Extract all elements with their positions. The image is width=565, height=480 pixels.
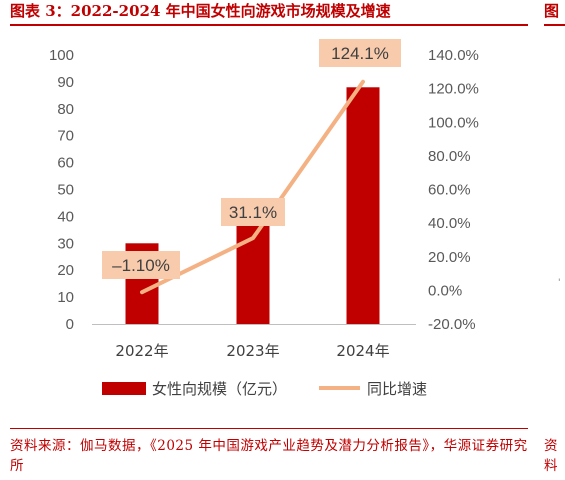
left-axis-tick-label: 80 — [57, 101, 74, 118]
legend-bar-swatch — [102, 382, 146, 395]
source-note: 资料来源：伽马数据，《2025 年中国游戏产业趋势及潜力分析报告》，华源证券研究… — [10, 438, 528, 474]
left-axis-tick-label: 30 — [57, 235, 74, 252]
next-figure-title-fragment: 图 — [544, 2, 560, 20]
left-axis-tick-label: 90 — [57, 74, 74, 91]
right-axis-tick-label: 0.0% — [428, 282, 462, 299]
left-axis-tick-label: 20 — [57, 262, 74, 279]
x-axis-tick-label: 2023年 — [226, 342, 279, 360]
right-axis-tick-label: 60.0% — [428, 182, 471, 199]
legend-label: 女性向规模（亿元） — [152, 380, 287, 398]
next-figure-fragment: ' — [558, 278, 561, 288]
figure-title: 图表 3：2022-2024 年中国女性向游戏市场规模及增速 — [10, 2, 391, 20]
data-label: 124.1% — [331, 44, 389, 63]
data-label: 31.1% — [229, 203, 277, 222]
left-axis-tick-label: 40 — [57, 208, 74, 225]
bar — [236, 224, 270, 324]
next-title-underline — [544, 24, 565, 26]
data-label-box — [102, 251, 180, 279]
left-axis-tick-label: 70 — [57, 128, 74, 145]
right-axis-tick-label: -20.0% — [428, 316, 476, 333]
x-axis-tick-label: 2024年 — [336, 342, 389, 360]
legend-label: 同比增速 — [367, 380, 427, 398]
right-axis-tick-label: 100.0% — [428, 114, 479, 131]
next-source-fragment: 资料 — [544, 438, 558, 474]
right-axis-tick-label: 120.0% — [428, 81, 479, 98]
data-label-box — [319, 39, 401, 67]
right-axis-tick-label: 80.0% — [428, 148, 471, 165]
data-label-box — [221, 198, 285, 226]
source-divider — [10, 428, 528, 429]
left-axis-tick-label: 100 — [49, 47, 74, 64]
title-underline — [10, 24, 528, 26]
right-axis-tick-label: 40.0% — [428, 215, 471, 232]
bar — [346, 87, 380, 324]
left-axis-tick-label: 10 — [57, 289, 74, 306]
right-axis-tick-label: 140.0% — [428, 47, 479, 64]
data-label: –1.10% — [112, 256, 170, 275]
right-axis-tick-label: 20.0% — [428, 249, 471, 266]
x-axis-tick-label: 2022年 — [115, 342, 168, 360]
left-axis-tick-label: 0 — [66, 316, 74, 333]
left-axis-tick-label: 60 — [57, 155, 74, 172]
left-axis-tick-label: 50 — [57, 182, 74, 199]
